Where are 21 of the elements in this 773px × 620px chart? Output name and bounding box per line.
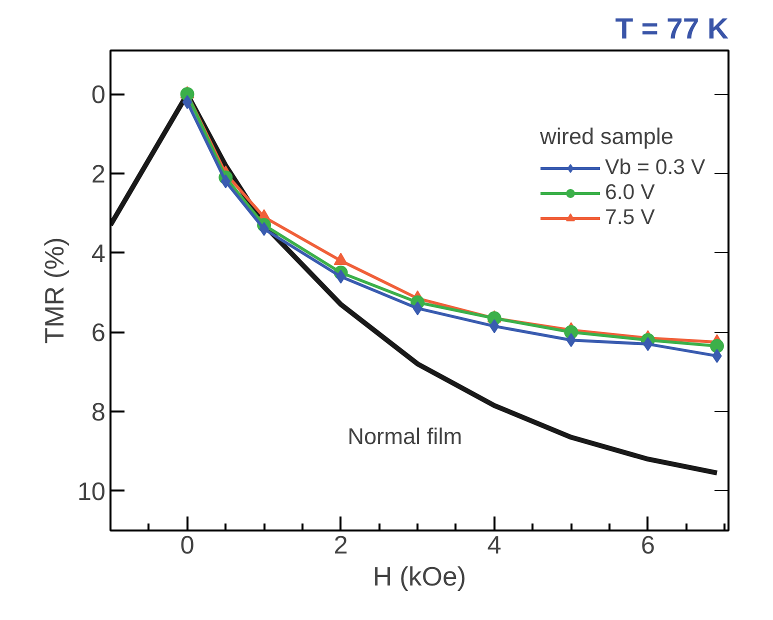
y-tick-label: 2 [91,160,106,188]
chart-title: T = 77 K [615,12,729,46]
y-tick-label: 0 [91,81,106,110]
x-axis-title: H (kOe) [372,562,466,592]
legend-title: wired sample [540,123,674,150]
y-tick-label: 4 [91,240,106,268]
legend-label: 7.5 V [605,205,655,230]
x-tick-label: 6 [640,532,655,560]
point [336,270,346,284]
point [710,339,724,354]
x-tick-label: 2 [334,532,348,560]
y-tick-label: 6 [91,319,106,348]
y-tick-label: 8 [91,398,106,426]
legend-label: 6.0 V [605,180,655,205]
point [182,95,192,110]
y-axis-title: TMR (%) [39,237,70,344]
y-tick-label: 10 [77,478,106,506]
x-tick-label: 4 [487,532,502,560]
series-label: Normal film [348,422,462,449]
legend-label: Vb = 0.3 V [605,155,706,180]
x-tick-label: 0 [180,532,194,560]
